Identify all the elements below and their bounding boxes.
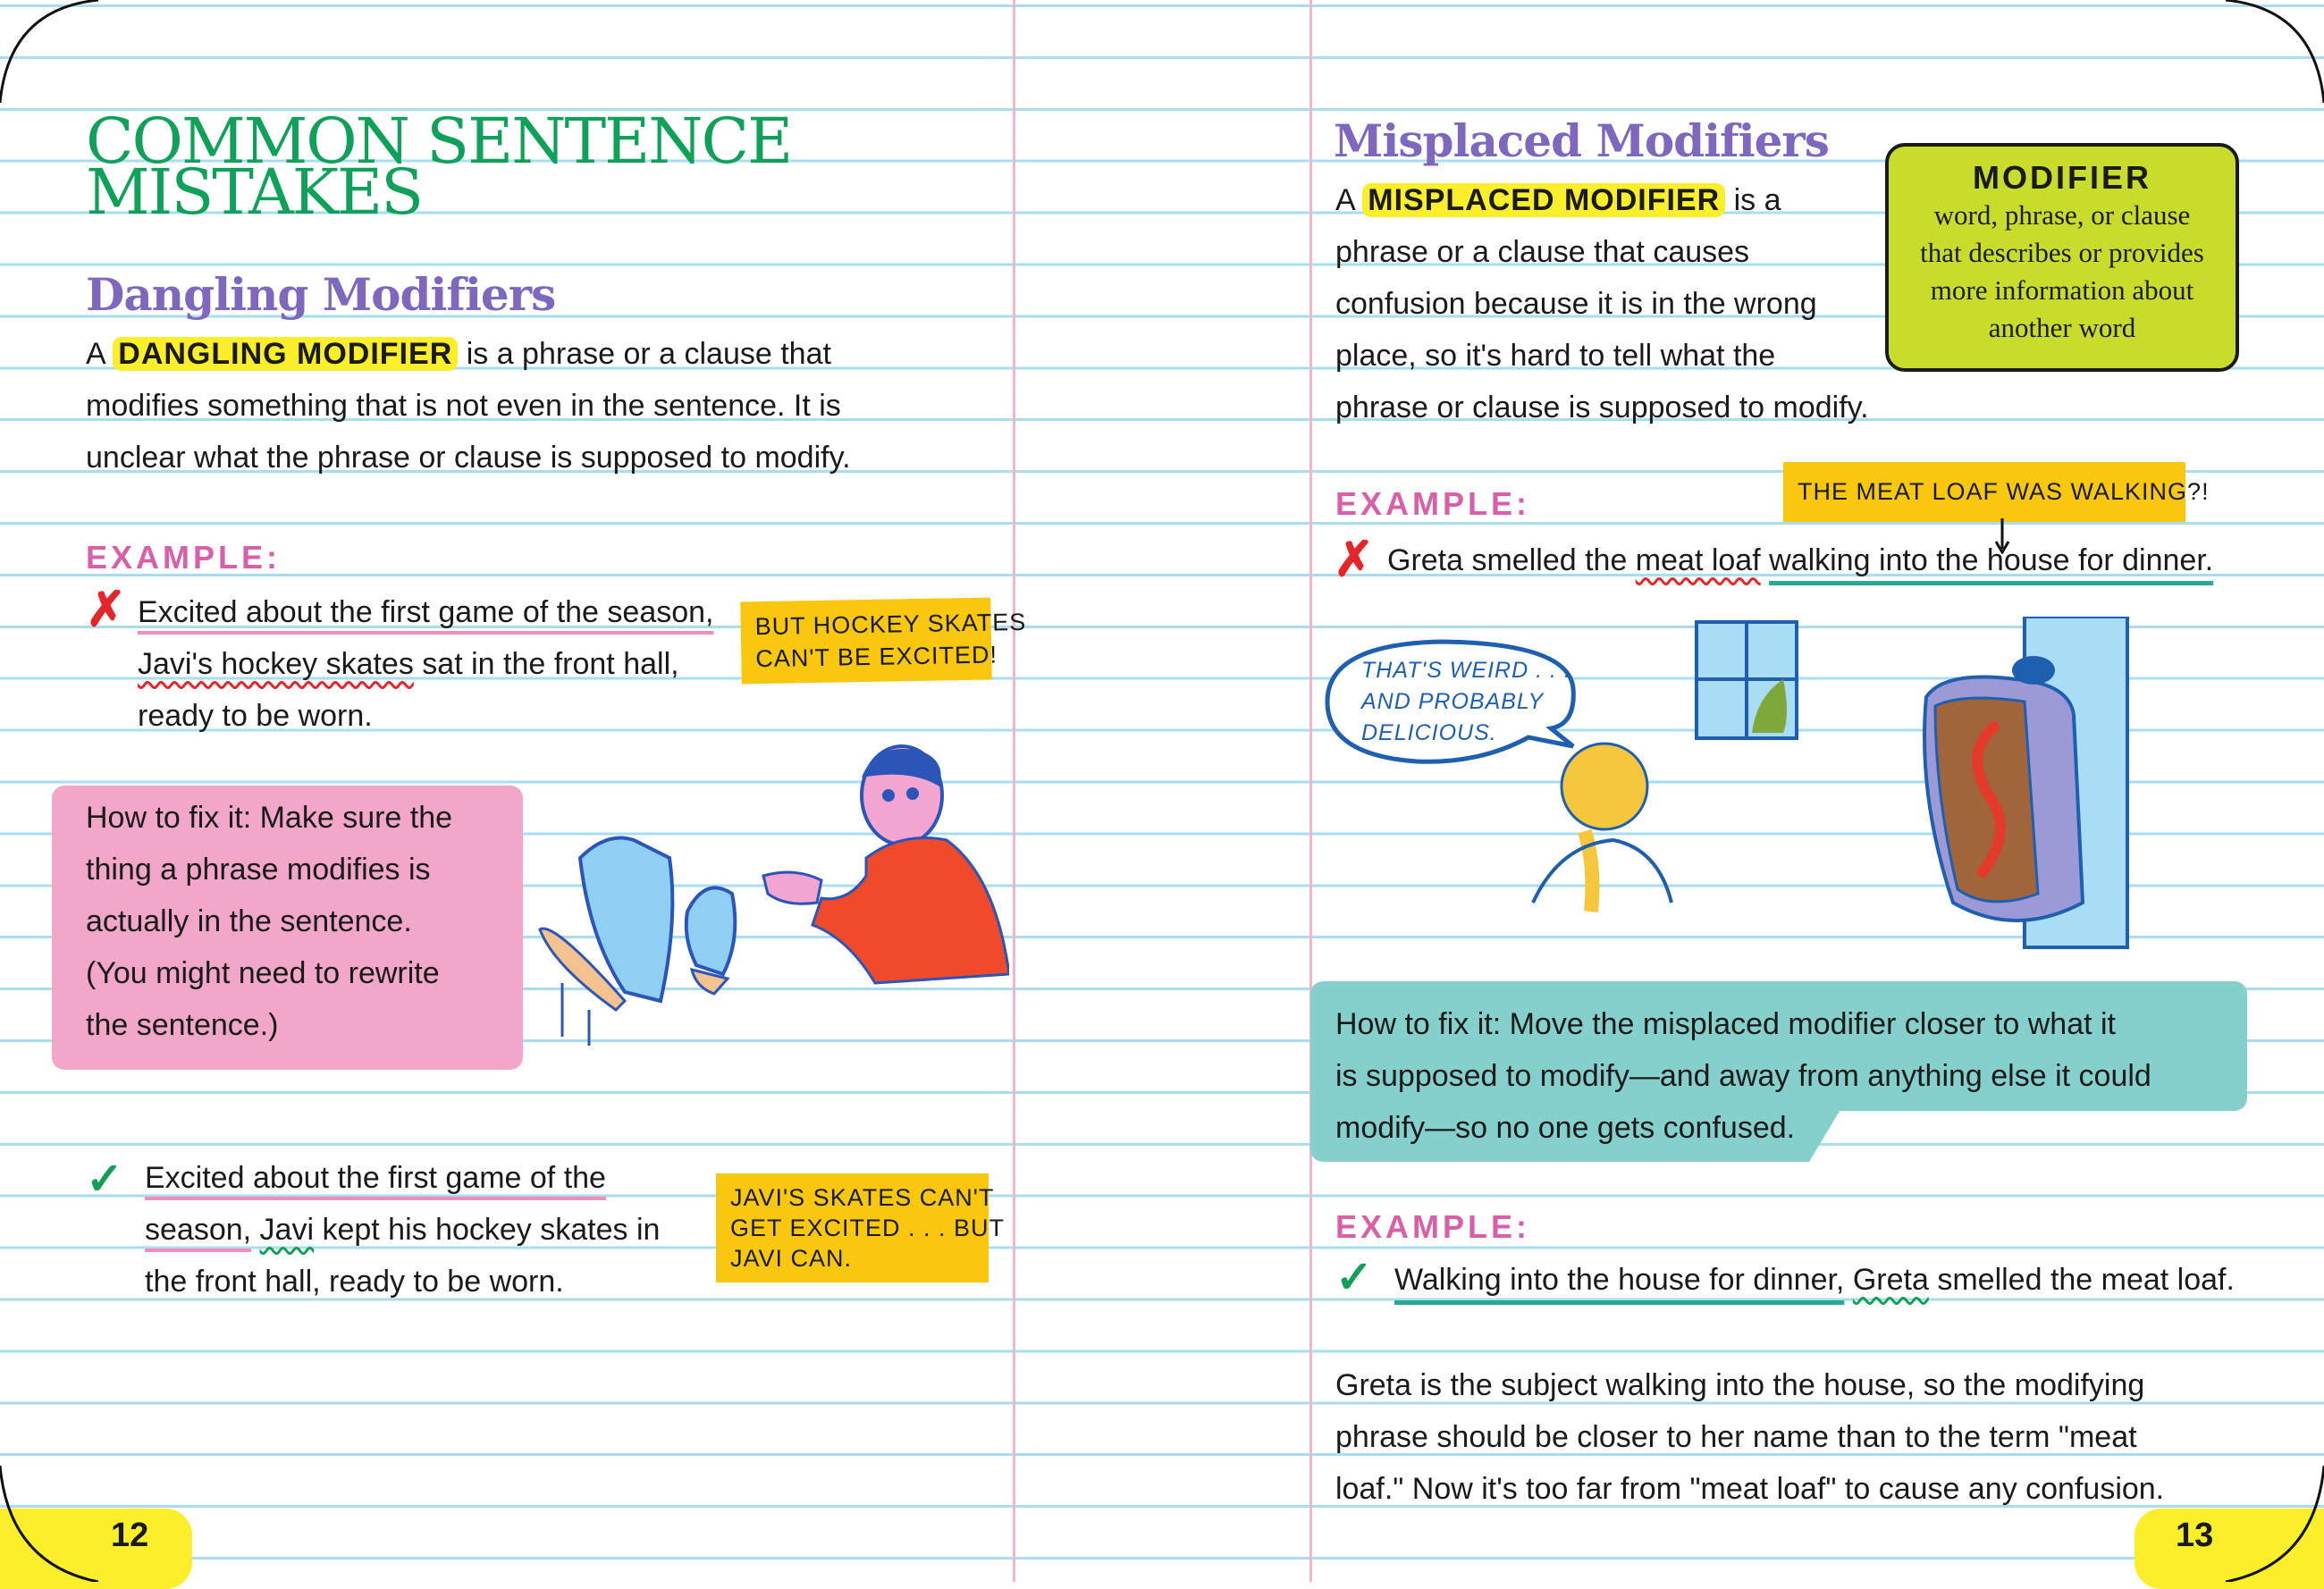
definition-box: MODIFIER word, phrase, or clause that de… [1885,143,2239,372]
fix-it-box-tail [1310,1099,1847,1162]
intro-text: is a phrase or a clause that [466,337,831,371]
sentence-text: sat in the front hall, [413,647,679,681]
sticky-note-wrong: THE MEAT LOAF WAS WALKING?! [1783,462,2209,522]
definition-line: that describes or provides [1920,237,2204,268]
intro-line-3: unclear what the phrase or clause is sup… [86,441,851,475]
speech-bubble-icon [1325,639,1576,764]
space [1761,543,1769,577]
chapter-title: COMMON SENTENCE MISTAKES [86,105,793,229]
fix-line: How to fix it: Move the misplaced modifi… [1335,1007,2116,1041]
skates-and-boy-illustration [538,744,1009,1046]
fix-line: the sentence.) [86,1008,279,1042]
greta-meatloaf-illustration [1325,617,2129,949]
speech-bubble: THAT'S WEIRD . . . AND PROBABLY DELICIOU… [1361,655,1571,749]
fix-it-box: How to fix it: Make sure the thing a phr… [52,786,523,1070]
definition-line: another word [1988,312,2136,343]
skate-icon [538,836,737,1046]
fix-line: How to fix it: Make sure the [86,801,453,835]
page-corner-curve [2225,1466,2324,1582]
x-mark-icon: ✗ [86,583,127,636]
definition-line: more information about [1930,274,2194,306]
intro-text: is a [1733,183,1781,217]
wrong-example-sentence: Greta smelled the meat loaf walking into… [1387,534,2213,586]
modifying-phrase: season, [145,1213,252,1247]
page-number-highlight [2135,1509,2324,1589]
explanation-line: loaf." Now it's too far from "meat loaf"… [1335,1472,2165,1506]
note-line: GET EXCITED . . . BUT [730,1215,1006,1241]
bubble-line: THAT'S WEIRD . . . [1361,658,1571,683]
sentence-text: the front hall, ready to be worn. [145,1265,564,1299]
check-mark-icon: ✓ [1335,1252,1373,1302]
highlighted-term: MISPLACED MODIFIER [1362,183,1726,217]
check-mark-icon: ✓ [86,1154,123,1204]
window-icon [1695,620,1798,740]
dangling-phrase: Excited about the first game of the seas… [138,595,714,629]
correct-subject: Javi [259,1213,315,1247]
margin-line-right [1309,0,1312,1582]
misplaced-phrase: walking into the house for dinner. [1769,543,2214,577]
boy-icon [762,744,1009,985]
arrow-down-icon [1994,518,2010,554]
corrected-example-sentence: Excited about the first game of the seas… [145,1152,660,1307]
page-corner-curve [0,1466,99,1582]
explanation-paragraph: Greta is the subject walking into the ho… [1335,1359,2164,1515]
intro-line: phrase or a clause that causes [1335,235,1750,269]
sentence-text: kept his hockey skates in [314,1213,661,1247]
wrong-subject: meat loaf [1635,543,1761,577]
fix-line: thing a phrase modifies is [86,853,431,887]
note-line: JAVI CAN. [730,1245,853,1272]
wrong-example-sentence: Excited about the first game of the seas… [138,586,714,742]
intro-line: place, so it's hard to tell what the [1335,339,1776,373]
girl-icon [1531,742,1673,912]
dangling-definition: A DANGLING MODIFIER is a phrase or a cla… [86,328,851,483]
intro-line: phrase or clause is supposed to modify. [1335,391,1869,425]
fix-it-box [1310,981,2247,1111]
margin-line-left [1013,0,1015,1582]
highlighted-term: DANGLING MODIFIER [113,337,459,371]
x-mark-icon: ✗ [1334,533,1375,586]
fix-line: is supposed to modify—and away from anyt… [1335,1059,2151,1093]
intro-line: confusion because it is in the wrong [1335,287,1817,321]
sentence-text: smelled the meat loaf. [1928,1263,2235,1297]
definition-term: MODIFIER [1973,159,2151,196]
bubble-line: DELICIOUS. [1361,720,1497,745]
sentence-text: ready to be worn. [138,699,373,733]
corrected-example-sentence: Walking into the house for dinner, Greta… [1394,1254,2235,1306]
explanation-line: phrase should be closer to her name than… [1335,1420,2137,1454]
intro-prefix: A [1335,183,1354,217]
correct-subject: Greta [1852,1263,1929,1297]
sticky-note-wrong: BUT HOCKEY SKATES CAN'T BE EXCITED! [740,597,1027,685]
modifying-phrase: Excited about the first game of the [145,1161,606,1195]
sentence-text: Greta smelled the [1387,543,1636,577]
meatloaf-icon [1923,617,2129,949]
title-line-1: COMMON SENTENCE [86,105,793,178]
fix-line: (You might need to rewrite [86,956,440,990]
section-heading-dangling: Dangling Modifiers [86,268,556,321]
definition-line: word, phrase, or clause [1933,199,2191,231]
example-label-2: EXAMPLE: [1335,1208,1531,1245]
modifying-phrase: Walking into the house for dinner, [1394,1263,1845,1297]
example-label: EXAMPLE: [1335,485,1531,522]
fix-it-text: How to fix it: Move the misplaced modifi… [1335,998,2151,1154]
fix-line: modify—so no one gets confused. [1335,1111,1796,1145]
wrong-subject: Javi's hockey skates [138,647,414,681]
example-label: EXAMPLE: [86,539,282,576]
bubble-line: AND PROBABLY [1361,689,1545,714]
sticky-note-correct: JAVI'S SKATES CAN'T GET EXCITED . . . BU… [716,1173,1006,1282]
note-line: CAN'T BE EXCITED! [755,641,998,673]
fix-line: actually in the sentence. [86,904,412,938]
intro-line-2: modifies something that is not even in t… [86,389,841,423]
title-line-2: MISTAKES [86,156,424,229]
intro-prefix: A [86,337,105,371]
note-line: JAVI'S SKATES CAN'T [730,1184,995,1211]
explanation-line: Greta is the subject walking into the ho… [1335,1368,2145,1402]
space [1844,1263,1852,1297]
section-heading-misplaced: Misplaced Modifiers [1334,114,1830,167]
note-line: BUT HOCKEY SKATES [754,608,1027,641]
page-number-right: 13 [2176,1517,2214,1554]
page-number-left: 12 [111,1517,149,1554]
misplaced-definition: A MISPLACED MODIFIER is a phrase or a cl… [1335,174,1869,433]
